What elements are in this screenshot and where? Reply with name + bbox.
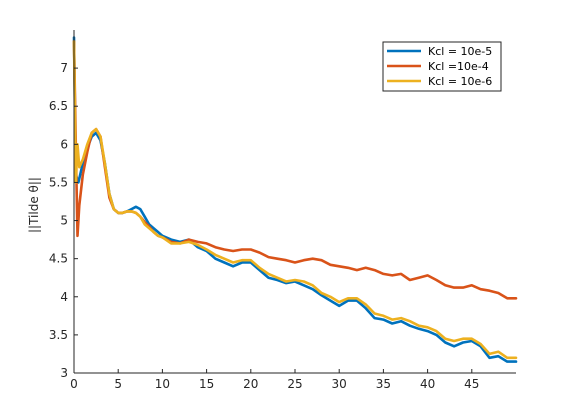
y-tick-label: 4 — [60, 290, 68, 304]
x-tick-label: 35 — [376, 377, 391, 391]
legend-label-1: Kcl = 10e-5 — [428, 45, 492, 58]
legend-label-3: Kcl = 10e-6 — [428, 75, 492, 88]
x-tick-label: 45 — [464, 377, 479, 391]
legend-label-2: Kcl =10e-4 — [428, 60, 489, 73]
x-tick-label: 5 — [114, 377, 122, 391]
legend: Kcl = 10e-5 Kcl =10e-4 Kcl = 10e-6 — [382, 41, 502, 92]
y-axis-label: ||Tilde θ|| — [27, 177, 41, 233]
x-tick-label: 10 — [155, 377, 170, 391]
x-tick-label: 40 — [420, 377, 435, 391]
x-tick-label: 30 — [332, 377, 347, 391]
y-tick-label: 5.5 — [49, 175, 68, 189]
axes-layer: 0 5 10 15 20 25 30 35 40 45 3 3.5 4 4.5 5 5.5 6 6.5 7 — [49, 30, 516, 391]
y-tick-label: 5 — [60, 214, 68, 228]
x-tick-label: 15 — [199, 377, 214, 391]
x-tick-label: 25 — [287, 377, 302, 391]
y-tick-label: 4.5 — [49, 252, 68, 266]
y-tick-label: 3 — [60, 366, 68, 380]
x-tick-label: 20 — [243, 377, 258, 391]
y-tick-label: 6.5 — [49, 99, 68, 113]
y-tick-label: 3.5 — [49, 328, 68, 342]
series-line-3 — [72, 40, 518, 360]
y-tick-label: 7 — [60, 61, 68, 75]
x-tick-label: 0 — [70, 377, 78, 391]
series-layer — [72, 36, 518, 363]
y-tick-label: 6 — [60, 137, 68, 151]
